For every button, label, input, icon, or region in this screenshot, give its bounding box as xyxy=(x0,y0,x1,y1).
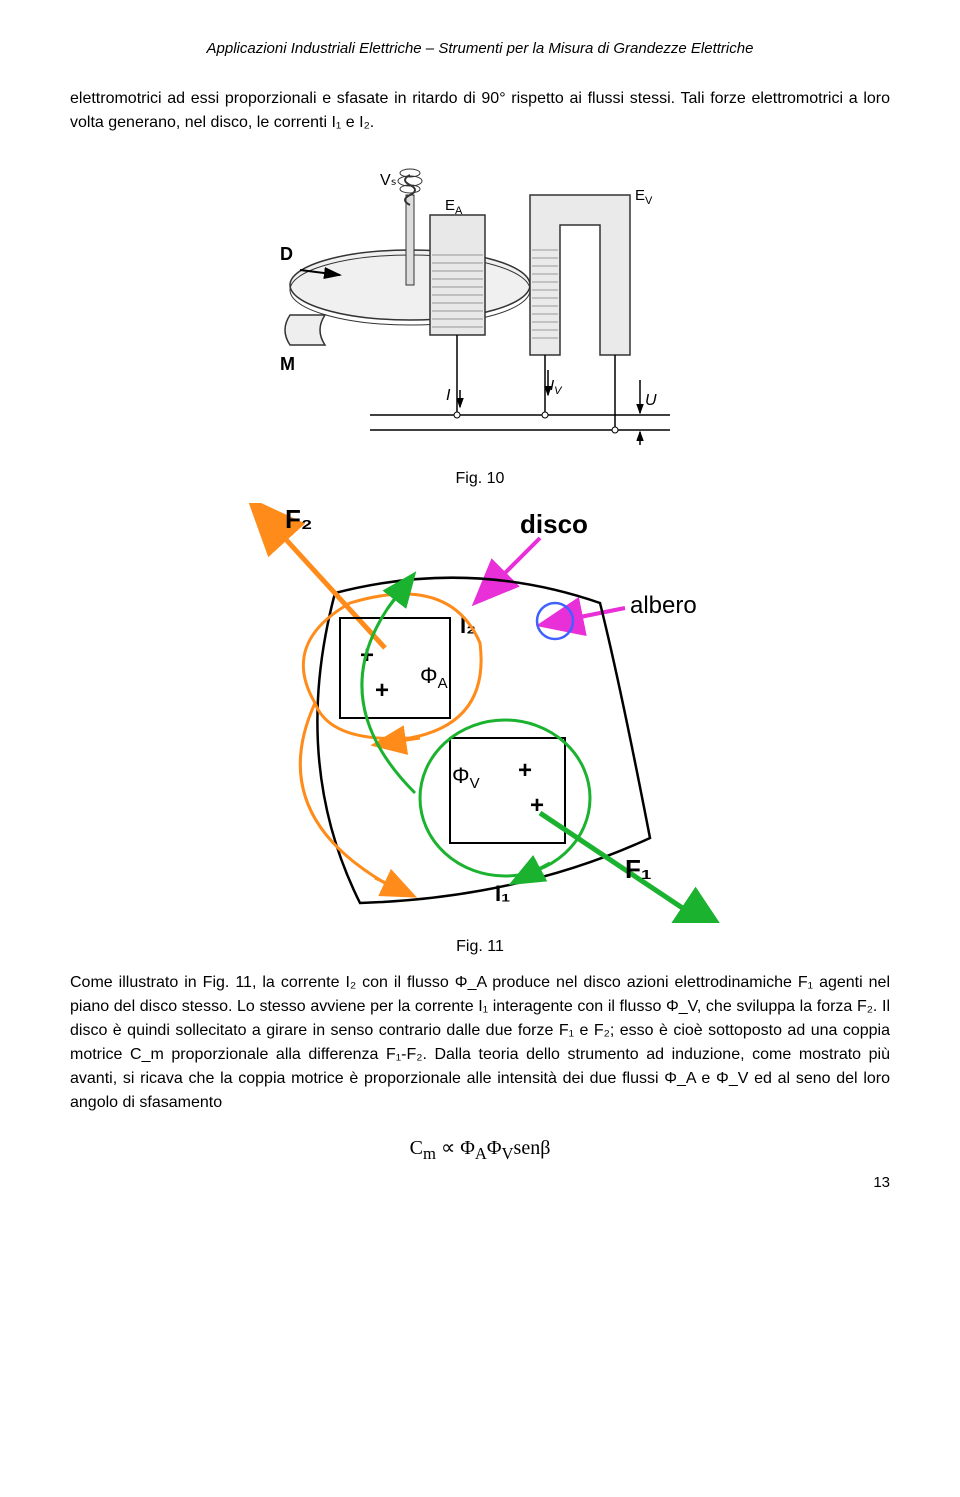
label-F1: F₁ xyxy=(625,854,652,884)
figure-10-caption: Fig. 10 xyxy=(70,470,890,488)
paragraph-1: elettromotrici ad essi proporzionali e s… xyxy=(70,87,890,135)
plus-2a: + xyxy=(518,757,532,784)
label-PhiA: ΦA xyxy=(420,663,448,692)
label-I: I xyxy=(446,387,451,404)
label-D: D xyxy=(280,244,293,264)
page-header: Applicazioni Industriali Elettriche – St… xyxy=(70,40,890,57)
label-Ea: EA xyxy=(445,197,463,217)
plus-1b: + xyxy=(375,677,389,704)
paragraph-2: Come illustrato in Fig. 11, la corrente … xyxy=(70,971,890,1115)
label-U: U xyxy=(645,392,657,409)
label-PhiV: ΦV xyxy=(452,763,480,792)
label-M: M xyxy=(280,354,295,374)
figure-10: D M Vₛ EA xyxy=(250,155,710,455)
label-F2: F₂ xyxy=(285,504,312,534)
equation: Cm ∝ ΦAΦVsenβ xyxy=(70,1135,890,1164)
label-Ev: EV xyxy=(635,187,653,207)
figure-11-container: disco albero F₂ + + ΦA I₂ xyxy=(70,503,890,923)
figure-11-caption: Fig. 11 xyxy=(70,938,890,956)
label-disco: disco xyxy=(520,509,588,539)
label-albero: albero xyxy=(630,592,697,619)
figure-10-container: D M Vₛ EA xyxy=(70,155,890,455)
label-Iv: IV xyxy=(550,377,563,397)
figure-11: disco albero F₂ + + ΦA I₂ xyxy=(220,503,740,923)
page-number: 13 xyxy=(70,1174,890,1191)
label-Vs: Vₛ xyxy=(380,172,397,189)
label-I1: I₁ xyxy=(495,881,510,906)
